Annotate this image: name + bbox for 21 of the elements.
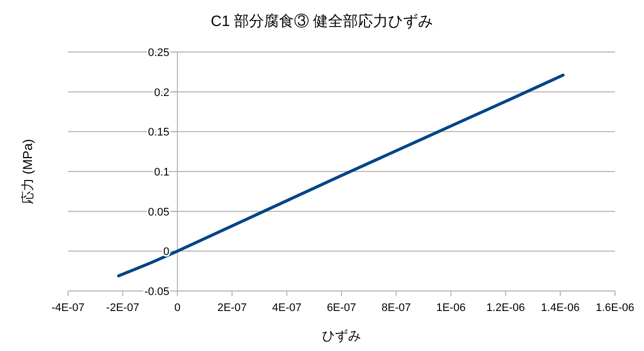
- y-tick-label: 0.1: [154, 166, 170, 178]
- x-tick-label: 6E-07: [326, 302, 356, 314]
- x-tick-label: 1.4E-06: [541, 302, 580, 314]
- x-tick-label: -4E-07: [51, 302, 85, 314]
- y-tick-label: 0.15: [148, 126, 170, 139]
- y-tick-label: 0.05: [148, 206, 170, 218]
- x-tick-label: 8E-07: [382, 302, 411, 314]
- x-tick-label: 1.6E-06: [596, 302, 634, 314]
- x-tick-label: 1E-06: [436, 302, 466, 314]
- y-tick-label: 0.2: [154, 86, 170, 99]
- y-axis-title: 応力 (MPa): [20, 139, 35, 204]
- x-axis-title: ひずみ: [322, 328, 361, 343]
- line-series: [117, 74, 565, 278]
- chart-title: C1 部分腐食③ 健全部応力ひずみ: [210, 13, 434, 30]
- x-tick-label: -2E-07: [106, 302, 140, 314]
- x-tick-label: 4E-07: [272, 302, 302, 314]
- x-tick-label: 0: [174, 302, 180, 314]
- y-tick-label: 0.25: [148, 47, 170, 59]
- x-tick-label: 1.2E-06: [486, 302, 525, 314]
- y-tick-label: -0.05: [144, 286, 170, 298]
- x-tick-label: 2E-07: [217, 302, 247, 314]
